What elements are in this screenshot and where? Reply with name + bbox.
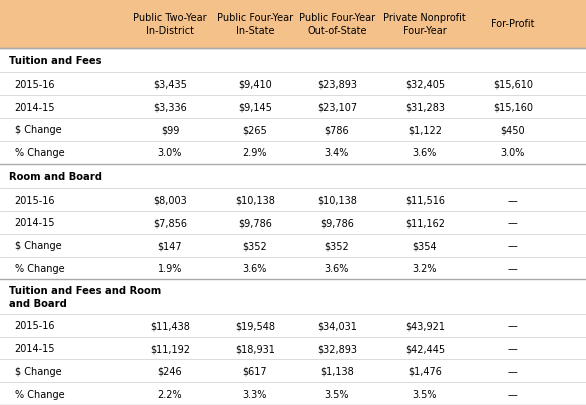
Bar: [0, 314, 586, 337]
Text: Private Nonprofit
Four-Year: Private Nonprofit Four-Year: [383, 13, 466, 36]
Text: 3.6%: 3.6%: [243, 263, 267, 273]
Text: —: —: [508, 241, 517, 251]
Text: 3.0%: 3.0%: [158, 148, 182, 158]
Text: $354: $354: [413, 241, 437, 251]
Text: —: —: [508, 366, 517, 376]
Text: 3.6%: 3.6%: [325, 263, 349, 273]
Text: $ Change: $ Change: [15, 241, 62, 251]
Text: Tuition and Fees and Room
and Board: Tuition and Fees and Room and Board: [9, 286, 161, 308]
Text: 2015-16: 2015-16: [15, 320, 55, 330]
Text: Public Two-Year
In-District: Public Two-Year In-District: [133, 13, 207, 36]
Bar: [0, 189, 586, 211]
Text: $1,138: $1,138: [320, 366, 354, 376]
Text: Room and Board: Room and Board: [9, 172, 102, 181]
Text: $352: $352: [243, 241, 267, 251]
Text: $34,031: $34,031: [317, 320, 357, 330]
Text: —: —: [508, 320, 517, 330]
Text: Public Four-Year
Out-of-State: Public Four-Year Out-of-State: [299, 13, 375, 36]
Text: —: —: [508, 389, 517, 399]
Text: 2.9%: 2.9%: [243, 148, 267, 158]
Bar: [0, 0, 586, 49]
Text: 1.9%: 1.9%: [158, 263, 182, 273]
Bar: [0, 234, 586, 257]
Bar: [0, 382, 586, 405]
Text: $18,931: $18,931: [235, 343, 275, 353]
Text: $9,786: $9,786: [320, 218, 354, 228]
Text: % Change: % Change: [15, 148, 64, 158]
Bar: [0, 164, 586, 189]
Text: $32,405: $32,405: [405, 80, 445, 90]
Text: $1,476: $1,476: [408, 366, 442, 376]
Text: $15,160: $15,160: [493, 102, 533, 112]
Text: $9,145: $9,145: [238, 102, 272, 112]
Text: $265: $265: [243, 125, 267, 135]
Text: For-Profit: For-Profit: [491, 19, 534, 29]
Text: $617: $617: [243, 366, 267, 376]
Text: —: —: [508, 343, 517, 353]
Bar: [0, 96, 586, 119]
Text: 2014-15: 2014-15: [15, 218, 55, 228]
Bar: [0, 119, 586, 141]
Text: $9,410: $9,410: [238, 80, 272, 90]
Text: $ Change: $ Change: [15, 125, 62, 135]
Text: Public Four-Year
In-State: Public Four-Year In-State: [217, 13, 293, 36]
Text: 3.5%: 3.5%: [413, 389, 437, 399]
Text: 3.4%: 3.4%: [325, 148, 349, 158]
Text: 2014-15: 2014-15: [15, 343, 55, 353]
Text: $11,516: $11,516: [405, 195, 445, 205]
Text: —: —: [508, 263, 517, 273]
Text: $786: $786: [325, 125, 349, 135]
Text: 2.2%: 2.2%: [158, 389, 182, 399]
Text: 3.0%: 3.0%: [500, 148, 525, 158]
Bar: [0, 49, 586, 73]
Text: $147: $147: [158, 241, 182, 251]
Text: % Change: % Change: [15, 389, 64, 399]
Text: $352: $352: [325, 241, 349, 251]
Text: $19,548: $19,548: [235, 320, 275, 330]
Text: $42,445: $42,445: [405, 343, 445, 353]
Text: 2015-16: 2015-16: [15, 195, 55, 205]
Text: $11,192: $11,192: [150, 343, 190, 353]
Text: 3.5%: 3.5%: [325, 389, 349, 399]
Text: $23,107: $23,107: [317, 102, 357, 112]
Bar: [0, 141, 586, 164]
Text: $43,921: $43,921: [405, 320, 445, 330]
Text: 3.6%: 3.6%: [413, 148, 437, 158]
Text: $11,162: $11,162: [405, 218, 445, 228]
Text: $11,438: $11,438: [150, 320, 190, 330]
Text: $ Change: $ Change: [15, 366, 62, 376]
Text: —: —: [508, 195, 517, 205]
Text: $23,893: $23,893: [317, 80, 357, 90]
Text: Tuition and Fees: Tuition and Fees: [9, 56, 101, 66]
Text: $450: $450: [500, 125, 525, 135]
Text: $8,003: $8,003: [153, 195, 187, 205]
Text: $15,610: $15,610: [493, 80, 533, 90]
Text: $99: $99: [161, 125, 179, 135]
Text: % Change: % Change: [15, 263, 64, 273]
Bar: [0, 257, 586, 280]
Text: $10,138: $10,138: [235, 195, 275, 205]
Text: $31,283: $31,283: [405, 102, 445, 112]
Text: 3.3%: 3.3%: [243, 389, 267, 399]
Text: —: —: [508, 218, 517, 228]
Bar: [0, 360, 586, 382]
Text: 2015-16: 2015-16: [15, 80, 55, 90]
Bar: [0, 73, 586, 96]
Bar: [0, 211, 586, 234]
Text: $3,336: $3,336: [153, 102, 187, 112]
Text: $7,856: $7,856: [153, 218, 187, 228]
Text: $10,138: $10,138: [317, 195, 357, 205]
Text: 3.2%: 3.2%: [413, 263, 437, 273]
Text: $9,786: $9,786: [238, 218, 272, 228]
Bar: [0, 337, 586, 360]
Text: $1,122: $1,122: [408, 125, 442, 135]
Text: $3,435: $3,435: [153, 80, 187, 90]
Bar: [0, 280, 586, 314]
Text: 2014-15: 2014-15: [15, 102, 55, 112]
Text: $32,893: $32,893: [317, 343, 357, 353]
Text: $246: $246: [158, 366, 182, 376]
